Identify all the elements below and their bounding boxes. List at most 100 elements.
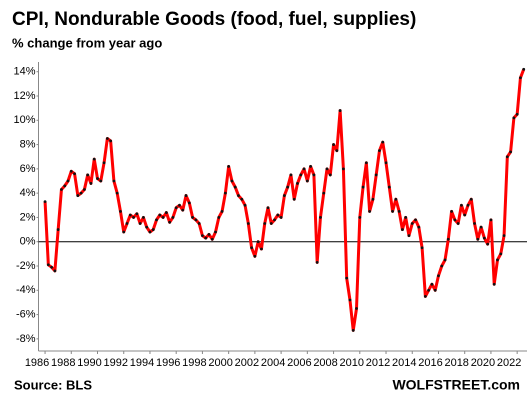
x-tick-label: 1994: [130, 357, 154, 369]
data-point: [122, 230, 126, 234]
data-point: [302, 167, 306, 171]
data-point: [161, 216, 165, 219]
data-point: [410, 222, 414, 225]
y-tick-label: 12%: [13, 90, 35, 102]
data-point: [348, 298, 352, 302]
y-tick-label: 4%: [20, 187, 36, 199]
data-point: [505, 155, 509, 159]
data-point: [269, 222, 273, 225]
data-point: [240, 197, 244, 201]
data-point: [184, 194, 188, 197]
data-point: [325, 167, 329, 171]
data-point: [148, 230, 152, 234]
data-point: [282, 194, 286, 197]
data-point: [217, 216, 221, 219]
x-tick-label: 2008: [313, 357, 337, 369]
data-point: [299, 173, 303, 177]
data-point: [138, 222, 142, 225]
y-tick-label: 6%: [20, 163, 36, 175]
data-point: [227, 165, 231, 168]
data-point: [237, 194, 240, 197]
data-point: [407, 234, 411, 238]
data-point: [233, 185, 237, 189]
data-point: [309, 165, 313, 168]
y-tick-label: 0%: [20, 236, 36, 248]
data-point: [210, 237, 214, 241]
data-point: [92, 157, 96, 161]
data-point: [243, 203, 247, 207]
data-point: [391, 209, 394, 213]
data-point: [420, 246, 424, 250]
data-point: [433, 288, 437, 292]
data-point: [378, 149, 381, 153]
data-point: [102, 161, 106, 165]
y-tick-label: 14%: [13, 66, 35, 78]
y-tick-label: -2%: [16, 260, 36, 272]
source: Source: BLS: [14, 377, 92, 392]
data-point: [328, 173, 332, 177]
data-point: [509, 150, 513, 154]
x-tick-label: 1996: [156, 357, 180, 369]
data-point: [164, 211, 168, 214]
data-point: [394, 197, 398, 201]
data-point: [266, 206, 270, 210]
data-point: [135, 212, 139, 216]
x-tick-label: 2002: [235, 357, 259, 369]
data-point: [342, 167, 345, 171]
data-point: [145, 225, 149, 229]
data-point: [364, 161, 368, 165]
data-point: [204, 236, 208, 240]
data-point: [371, 197, 375, 201]
data-point: [69, 169, 73, 173]
data-point: [368, 209, 372, 213]
data-point: [319, 216, 322, 219]
data-point: [50, 265, 54, 269]
watermark: WOLFSTREET.com: [392, 377, 520, 393]
data-point: [60, 188, 63, 191]
data-point: [305, 179, 309, 183]
data-point: [214, 230, 217, 234]
data-point: [414, 218, 417, 222]
y-tick-label: 10%: [13, 114, 35, 126]
data-point: [351, 328, 355, 332]
data-point: [279, 216, 283, 219]
data-point: [519, 76, 522, 80]
data-point: [358, 216, 362, 219]
x-tick-label: 2020: [471, 357, 495, 369]
data-point: [197, 222, 201, 225]
data-point: [361, 185, 365, 189]
data-point: [181, 208, 185, 212]
data-point: [332, 143, 335, 146]
data-point: [230, 179, 234, 183]
data-point: [171, 216, 175, 219]
data-point: [151, 228, 155, 231]
data-point: [312, 173, 316, 177]
data-point: [512, 116, 516, 120]
data-point: [43, 200, 47, 204]
data-point: [423, 294, 427, 298]
data-point: [522, 67, 526, 71]
chart-subtitle: % change from year ago: [12, 35, 162, 50]
data-point: [397, 209, 401, 213]
x-tick-label: 1986: [25, 357, 49, 369]
y-tick-label: -8%: [16, 333, 36, 345]
series-line: [43, 68, 526, 332]
data-point: [384, 161, 388, 165]
x-tick-label: 1998: [182, 357, 206, 369]
data-point: [430, 282, 434, 286]
data-point: [168, 220, 172, 224]
data-point: [437, 274, 440, 278]
data-point: [56, 228, 60, 231]
data-point: [446, 237, 450, 241]
data-point: [119, 209, 122, 213]
data-point: [263, 222, 267, 225]
y-tick-label: -4%: [16, 284, 36, 296]
data-point: [246, 222, 250, 225]
data-point: [440, 264, 444, 268]
x-tick-label: 2004: [261, 357, 285, 369]
data-point: [315, 260, 319, 264]
data-point: [128, 213, 132, 217]
data-point: [73, 172, 76, 176]
x-tick-label: 2010: [340, 357, 364, 369]
